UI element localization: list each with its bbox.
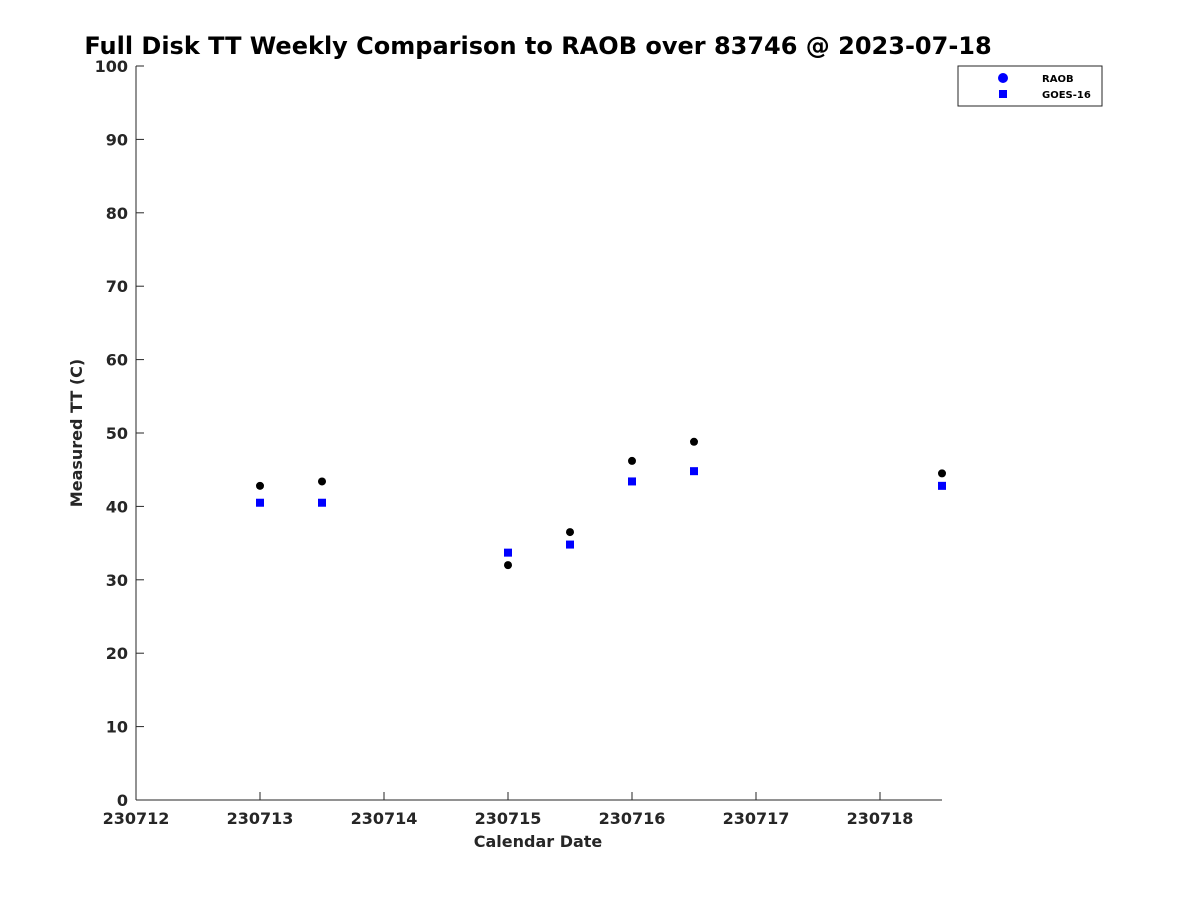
goes-16-point [566,540,574,549]
raob-point [566,528,574,537]
goes-16-point [256,498,264,507]
data-points [256,437,946,570]
goes-16-point [628,477,636,486]
raob-point [256,481,264,490]
x-tick-label: 230718 [847,809,914,828]
raob-point [504,561,512,570]
y-axis-label: Measured TT (C) [67,359,86,507]
y-tick-label: 60 [106,351,128,370]
legend-marker-goes-16 [999,90,1007,98]
legend: RAOB GOES-16 [957,65,1103,107]
y-tick-label: 10 [106,718,128,737]
goes-16-point [318,498,326,507]
goes-16-point [938,481,946,490]
y-tick-label: 50 [106,424,128,443]
goes-16-point [690,467,698,476]
y-tick-label: 40 [106,497,128,516]
x-tick-label: 230713 [227,809,294,828]
y-ticks: 0 10 20 30 40 50 60 70 80 90 100 [95,57,144,810]
x-tick-label: 230715 [475,809,542,828]
y-tick-label: 90 [106,130,128,149]
x-tick-label: 230712 [103,809,170,828]
y-tick-label: 80 [106,204,128,223]
chart-title: Full Disk TT Weekly Comparison to RAOB o… [84,32,991,60]
y-tick-label: 0 [117,791,128,810]
x-tick-label: 230714 [351,809,418,828]
x-ticks: 230712 230713 230714 230715 230716 230717 2307… [103,792,914,828]
y-tick-label: 100 [95,57,128,76]
goes-16-point [504,548,512,557]
legend-marker-raob [998,73,1008,83]
raob-point [938,469,946,478]
y-tick-label: 70 [106,277,128,296]
legend-entries: RAOB GOES-16 [998,73,1091,101]
x-tick-label: 230717 [723,809,790,828]
axes [135,66,942,801]
raob-point [690,437,698,446]
legend-label-raob: RAOB [1042,74,1074,85]
x-tick-label: 230716 [599,809,666,828]
x-axis-label: Calendar Date [474,832,603,851]
legend-label-goes-16: GOES-16 [1042,90,1091,101]
legend-box [957,65,1103,107]
raob-point [318,477,326,486]
y-tick-label: 30 [106,571,128,590]
y-tick-label: 20 [106,644,128,663]
raob-point [628,456,636,465]
